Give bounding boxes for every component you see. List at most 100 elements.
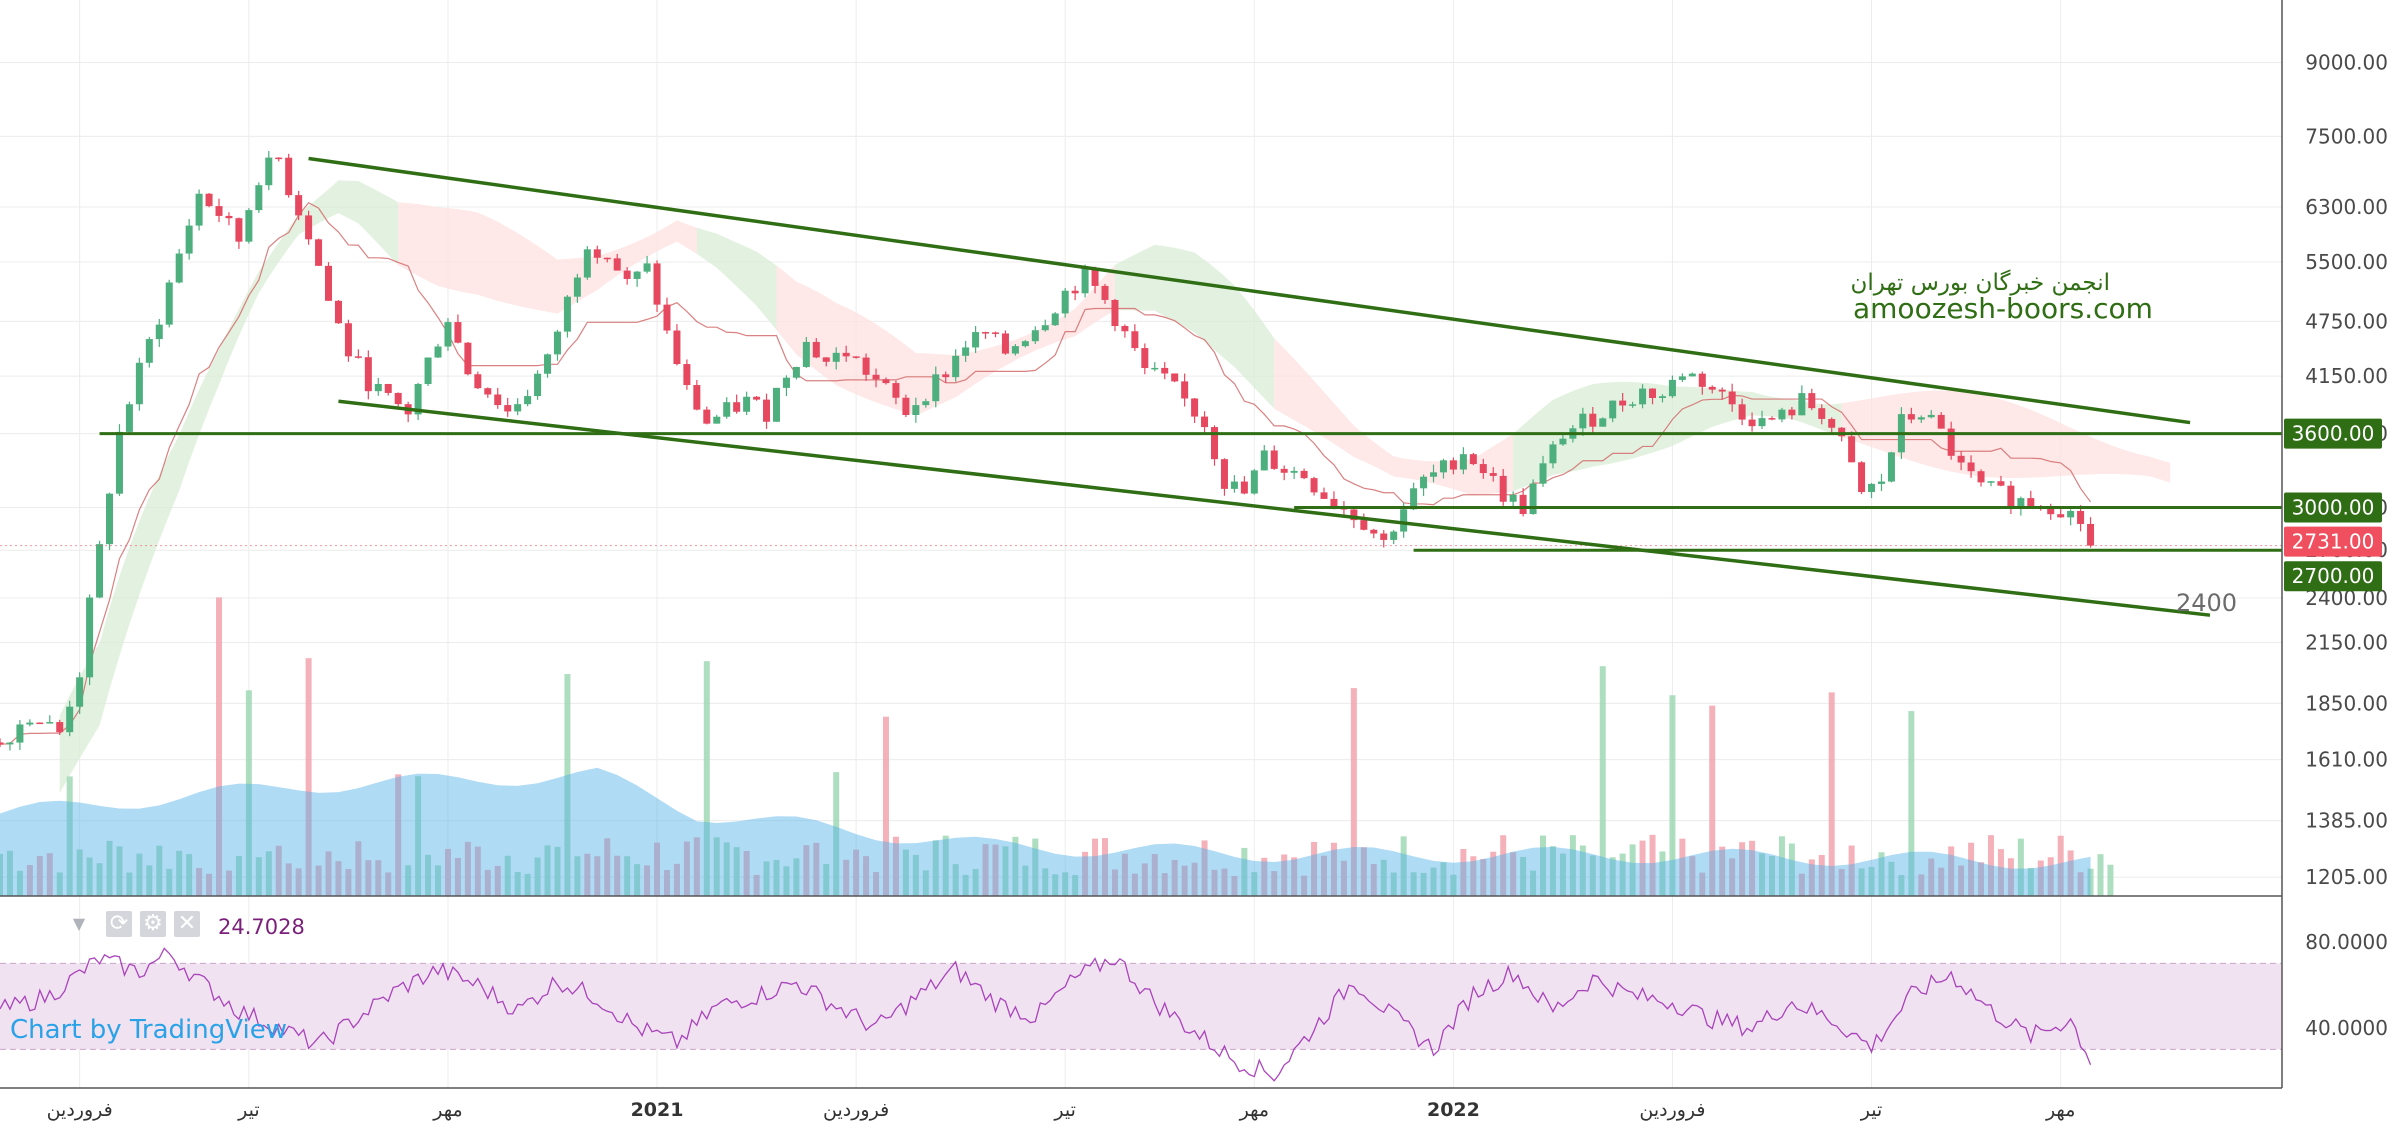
gear-icon[interactable]: ⚙	[140, 911, 166, 937]
volume-bar	[1649, 834, 1656, 896]
volume-bar	[1659, 851, 1666, 896]
volume-bar	[1878, 852, 1885, 896]
candle-body	[6, 742, 14, 745]
candle-body	[1310, 478, 1318, 493]
price-tick-label: 4150.00	[2305, 364, 2388, 388]
level-badge	[2284, 561, 2382, 592]
x-tick-label: تیر	[1860, 1099, 1883, 1121]
volume-bar	[1589, 855, 1596, 896]
volume-bar	[136, 853, 143, 896]
refresh-icon[interactable]: ⟳	[106, 911, 132, 937]
candle-body	[1639, 388, 1647, 405]
candle-body	[1619, 400, 1627, 406]
volume-bar	[415, 776, 422, 896]
volume-bar	[216, 597, 223, 896]
volume-bar	[6, 850, 13, 896]
candle-body	[623, 270, 631, 279]
volume-bar	[733, 847, 740, 896]
chevron-down-icon[interactable]: ▼	[72, 914, 86, 933]
volume-bar	[1997, 849, 2004, 896]
candle-body	[454, 322, 462, 343]
volume-bar	[1788, 843, 1795, 896]
candle-body	[563, 296, 571, 332]
volume-bar	[2007, 858, 2014, 896]
volume-bar	[1848, 845, 1855, 896]
candle-body	[494, 394, 502, 406]
volume-bar	[683, 841, 690, 896]
candle-body	[703, 409, 711, 424]
volume-bar	[584, 853, 591, 896]
volume-bar	[902, 849, 909, 896]
volume-bar	[2097, 854, 2104, 896]
candle-body	[633, 271, 641, 279]
candle-body	[235, 218, 243, 242]
candle-body	[573, 277, 581, 297]
candle-body	[942, 374, 950, 378]
candle-body	[1718, 389, 1726, 392]
volume-bar	[1400, 836, 1407, 896]
candle-body	[474, 374, 482, 389]
candle-body	[593, 249, 601, 258]
volume-bar	[1709, 705, 1716, 896]
volume-bar	[604, 838, 611, 896]
x-tick-label: فروردین	[823, 1099, 889, 1121]
volume-bar	[1092, 838, 1099, 896]
volume-bar	[703, 661, 710, 896]
ichimoku-cloud	[1841, 390, 2171, 483]
candle-body	[195, 193, 203, 226]
volume-bar	[126, 872, 133, 896]
candle-body	[1519, 494, 1527, 515]
volume-ma-area	[0, 767, 2091, 896]
volume-bar	[863, 856, 870, 896]
volume-bar	[504, 855, 511, 896]
level-badge	[2284, 526, 2382, 557]
volume-bar	[86, 857, 93, 896]
candle-body	[1738, 404, 1746, 420]
volume-bar	[106, 840, 113, 896]
candle-body	[1021, 341, 1029, 347]
volume-bar	[614, 855, 621, 896]
channel-upper-line[interactable]	[308, 156, 2191, 425]
volume-bar	[663, 870, 670, 896]
volume-bar	[743, 851, 750, 896]
candle-body	[1858, 462, 1866, 493]
rsi-tick-label: 80.0000	[2305, 930, 2388, 954]
ichimoku-cloud	[776, 264, 1115, 416]
candle-body	[1121, 326, 1129, 332]
channel-lower-line[interactable]	[338, 399, 2211, 617]
candle-body	[96, 544, 104, 598]
volume-bar	[375, 860, 382, 896]
ichimoku-cloud	[398, 202, 697, 314]
candle-body	[464, 342, 472, 375]
candle-body	[1081, 267, 1089, 294]
volume-bar	[1161, 873, 1168, 896]
candle-body	[1947, 428, 1955, 456]
volume-bar	[992, 844, 999, 896]
level-badge	[2284, 492, 2382, 523]
candle-body	[275, 157, 283, 160]
candle-body	[1131, 331, 1139, 349]
candle-body	[1917, 417, 1925, 420]
candle-body	[245, 210, 253, 242]
volume-bar	[196, 868, 203, 896]
volume-bar	[982, 844, 989, 896]
volume-bar	[1768, 856, 1775, 896]
volume-bar	[1639, 840, 1646, 896]
candle-body	[1330, 498, 1338, 507]
candle-body	[46, 722, 54, 724]
close-icon[interactable]: ✕	[174, 911, 200, 937]
tradingview-branding[interactable]: Chart by TradingView	[10, 1015, 287, 1045]
candle-body	[424, 357, 432, 385]
candle-body	[1529, 483, 1537, 515]
volume-bar	[1858, 868, 1865, 896]
volume-bar	[1201, 840, 1208, 896]
volume-bar	[1171, 859, 1178, 896]
volume-bar	[315, 865, 322, 896]
candle-body	[225, 215, 233, 219]
volume-bar	[305, 658, 312, 896]
volume-bar	[1111, 869, 1118, 896]
volume-bar	[803, 845, 810, 896]
candle-body	[613, 258, 621, 271]
price-tick-label: 1610.00	[2305, 748, 2388, 772]
candle-body	[305, 215, 313, 240]
